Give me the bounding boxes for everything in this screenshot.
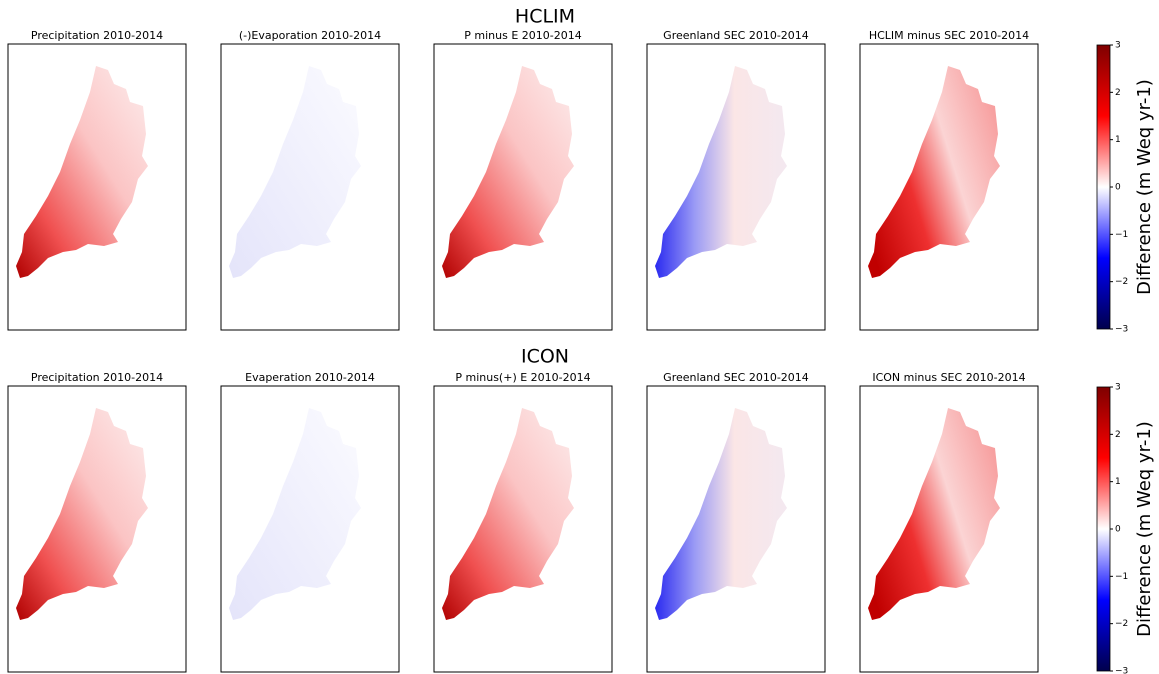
colorbar-tick-label: −2 — [1115, 619, 1128, 629]
colorbar-tick-label: 3 — [1115, 383, 1121, 393]
panel-title: P minus(+) E 2010-2014 — [455, 371, 590, 384]
colorbar — [1096, 386, 1111, 672]
colorbar-tick-label: −3 — [1115, 667, 1128, 674]
panel-title: (-)Evaporation 2010-2014 — [239, 29, 381, 42]
panel-title: Precipitation 2010-2014 — [31, 371, 163, 384]
panel-title: ICON minus SEC 2010-2014 — [872, 371, 1025, 384]
colorbar-tick-label: 0 — [1115, 183, 1121, 193]
colorbar-tick-label: −3 — [1115, 325, 1128, 335]
colorbar-tick-label: 2 — [1115, 88, 1121, 98]
colorbar-tick-label: 0 — [1115, 525, 1121, 535]
panel-title: Greenland SEC 2010-2014 — [663, 371, 809, 384]
colorbar-tick-label: −1 — [1115, 572, 1128, 582]
colorbar-tick-label: −2 — [1115, 277, 1128, 287]
colorbar-tick-label: −1 — [1115, 230, 1128, 240]
panel-title: P minus E 2010-2014 — [464, 29, 581, 42]
row-title: ICON — [521, 346, 569, 368]
colorbar-tick-label: 1 — [1115, 477, 1121, 487]
colorbar-label: Difference (m Weq yr-1) — [1134, 421, 1155, 637]
colorbar-tick-label: 1 — [1115, 135, 1121, 145]
panel-title: Greenland SEC 2010-2014 — [663, 29, 809, 42]
panel-title: Precipitation 2010-2014 — [31, 29, 163, 42]
colorbar-tick-label: 2 — [1115, 430, 1121, 440]
colorbar-tick-label: 3 — [1115, 41, 1121, 51]
colorbar — [1096, 44, 1111, 330]
colorbar-label: Difference (m Weq yr-1) — [1134, 79, 1155, 295]
panel-title: Evaperation 2010-2014 — [245, 371, 375, 384]
row-title: HCLIM — [515, 6, 575, 28]
panel-title: HCLIM minus SEC 2010-2014 — [869, 29, 1029, 42]
